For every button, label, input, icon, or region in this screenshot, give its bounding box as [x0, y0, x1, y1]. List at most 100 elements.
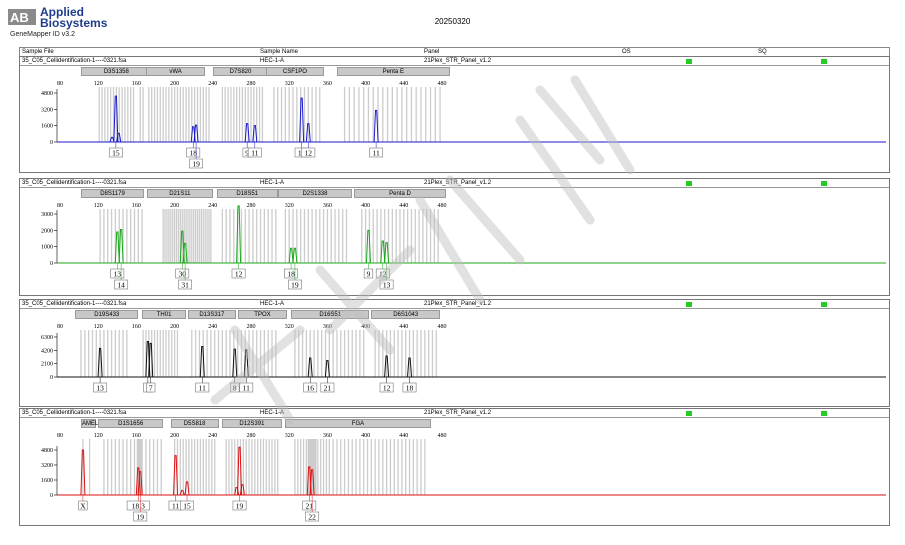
- y-tick-label: 0: [50, 375, 53, 381]
- locus-bar[interactable]: D19S433: [75, 310, 139, 319]
- locus-bar[interactable]: Penta E: [336, 67, 450, 76]
- allele-call-box: [180, 500, 194, 511]
- locus-bar[interactable]: AMEL: [81, 419, 99, 428]
- peak: [252, 125, 258, 143]
- sample-info-row[interactable]: 35_C05_Cellidentification-1----0321.fsa H…: [20, 409, 889, 418]
- electropherogram-panel: 35_C05_Cellidentification-1----0321.fsa H…: [19, 56, 890, 173]
- peak: [148, 342, 154, 378]
- allele-call-box: [247, 147, 262, 158]
- peak: [384, 242, 390, 264]
- peak: [324, 359, 330, 378]
- col-os: OS: [622, 49, 631, 55]
- os-quality-flag: [686, 411, 692, 416]
- allele-call-label: 18: [287, 269, 295, 278]
- sq-quality-flag: [821, 302, 827, 307]
- sample-info-row[interactable]: 35_C05_Cellidentification-1----0321.fsa H…: [20, 57, 889, 66]
- x-tick-label: 160: [132, 81, 141, 87]
- os-quality-flag: [686, 302, 692, 307]
- allele-call-label: 13: [114, 269, 122, 278]
- x-tick-label: 480: [438, 203, 447, 209]
- sample-file-name: 35_C05_Cellidentification-1----0321.fsa: [22, 180, 127, 186]
- locus-bar[interactable]: D6S1043: [371, 310, 441, 319]
- sample-info-row[interactable]: 35_C05_Cellidentification-1----0321.fsa H…: [20, 179, 889, 188]
- col-sq: SQ: [758, 49, 767, 55]
- logo-line1: Applied: [40, 5, 84, 19]
- x-tick-label: 480: [438, 81, 447, 87]
- x-tick-label: 200: [170, 81, 179, 87]
- allele-call-box: [239, 382, 254, 393]
- x-tick-label: 320: [285, 203, 294, 209]
- allele-call-label: 11: [199, 383, 206, 392]
- svg-text:AB: AB: [10, 10, 29, 25]
- peak: [114, 231, 120, 264]
- x-tick-label: 80: [57, 324, 63, 330]
- allele-call-box: [305, 511, 320, 522]
- y-tick-label: 4200: [41, 348, 53, 354]
- allele-call-label: 11: [172, 501, 179, 510]
- x-tick-label: 360: [323, 203, 332, 209]
- allele-call-label: 16: [306, 383, 314, 392]
- allele-call-label: 12: [305, 148, 313, 157]
- x-tick-label: 440: [399, 81, 408, 87]
- allele-call-label: 19: [136, 512, 144, 521]
- allele-call-label: 18: [189, 148, 197, 157]
- x-tick-label: 320: [285, 433, 294, 439]
- x-tick-label: 360: [323, 324, 332, 330]
- locus-bar[interactable]: D18S51: [216, 189, 278, 198]
- x-tick-label: 320: [285, 324, 294, 330]
- locus-bar[interactable]: Penta D: [354, 189, 446, 198]
- electropherogram-panel: 35_C05_Cellidentification-1----0321.fsa H…: [19, 408, 890, 526]
- x-tick-label: 440: [399, 203, 408, 209]
- allele-call-box: [146, 382, 156, 393]
- sample-name: HEC-1-A: [260, 180, 285, 186]
- y-tick-label: 3200: [41, 463, 53, 469]
- allele-call-box: [363, 268, 374, 279]
- locus-bar[interactable]: TH01: [142, 310, 187, 319]
- x-tick-label: 160: [132, 324, 141, 330]
- allele-call-box: [186, 147, 201, 158]
- applied-biosystems-logo-icon: AB: [8, 9, 36, 25]
- os-quality-flag: [686, 59, 692, 64]
- x-tick-label: 480: [438, 433, 447, 439]
- electropherogram-plot: 80 120 160 200 240 280 320 360 400 440 48048003200…: [41, 81, 886, 168]
- y-tick-label: 1600: [41, 478, 53, 484]
- allele-call-box: [230, 382, 240, 393]
- panel-name: 21Plex_STR_Panel_v1.2: [424, 410, 492, 416]
- locus-bar[interactable]: TPOX: [237, 310, 288, 319]
- allele-call-box: [195, 382, 210, 393]
- x-tick-label: 240: [208, 81, 217, 87]
- electropherogram-panel: 35_C05_Cellidentification-1----0321.fsa H…: [19, 299, 890, 407]
- x-tick-label: 160: [132, 433, 141, 439]
- locus-bar[interactable]: CSF1PO: [266, 67, 324, 76]
- allele-call-label: 8: [233, 383, 237, 392]
- peak: [179, 489, 185, 496]
- allele-call-label: 22: [308, 512, 316, 521]
- locus-bar[interactable]: vWA: [145, 67, 206, 76]
- peak: [244, 123, 250, 143]
- locus-bar[interactable]: D13S317: [187, 310, 236, 319]
- x-tick-label: 120: [94, 81, 103, 87]
- sample-file-name: 35_C05_Cellidentification-1----0321.fsa: [22, 301, 127, 307]
- locus-bar[interactable]: D1S1656: [98, 419, 164, 428]
- locus-bar[interactable]: D16S51: [291, 310, 370, 319]
- allele-call-label: 11: [372, 148, 379, 157]
- software-version: GeneMapper ID v3.2: [10, 31, 75, 38]
- x-tick-label: 280: [247, 433, 256, 439]
- locus-bar[interactable]: FGA: [285, 419, 431, 428]
- allele-call-box: [320, 382, 335, 393]
- allele-call-box: [114, 279, 129, 290]
- locus-bar[interactable]: D2S1338: [277, 189, 353, 198]
- sample-info-row[interactable]: 35_C05_Cellidentification-1----0321.fsa H…: [20, 300, 889, 309]
- locus-bar[interactable]: D5S818: [170, 419, 219, 428]
- os-quality-flag: [686, 181, 692, 186]
- peak: [118, 229, 124, 264]
- allele-call-label: 12: [379, 269, 387, 278]
- locus-bar[interactable]: D21S11: [146, 189, 213, 198]
- locus-bar[interactable]: D12S391: [222, 419, 282, 428]
- sample-file-name: 35_C05_Cellidentification-1----0321.fsa: [22, 58, 127, 64]
- peak: [182, 242, 188, 264]
- peak: [237, 446, 243, 496]
- peak: [173, 455, 179, 496]
- x-tick-label: 400: [361, 324, 370, 330]
- locus-bar[interactable]: D8S1179: [81, 189, 145, 198]
